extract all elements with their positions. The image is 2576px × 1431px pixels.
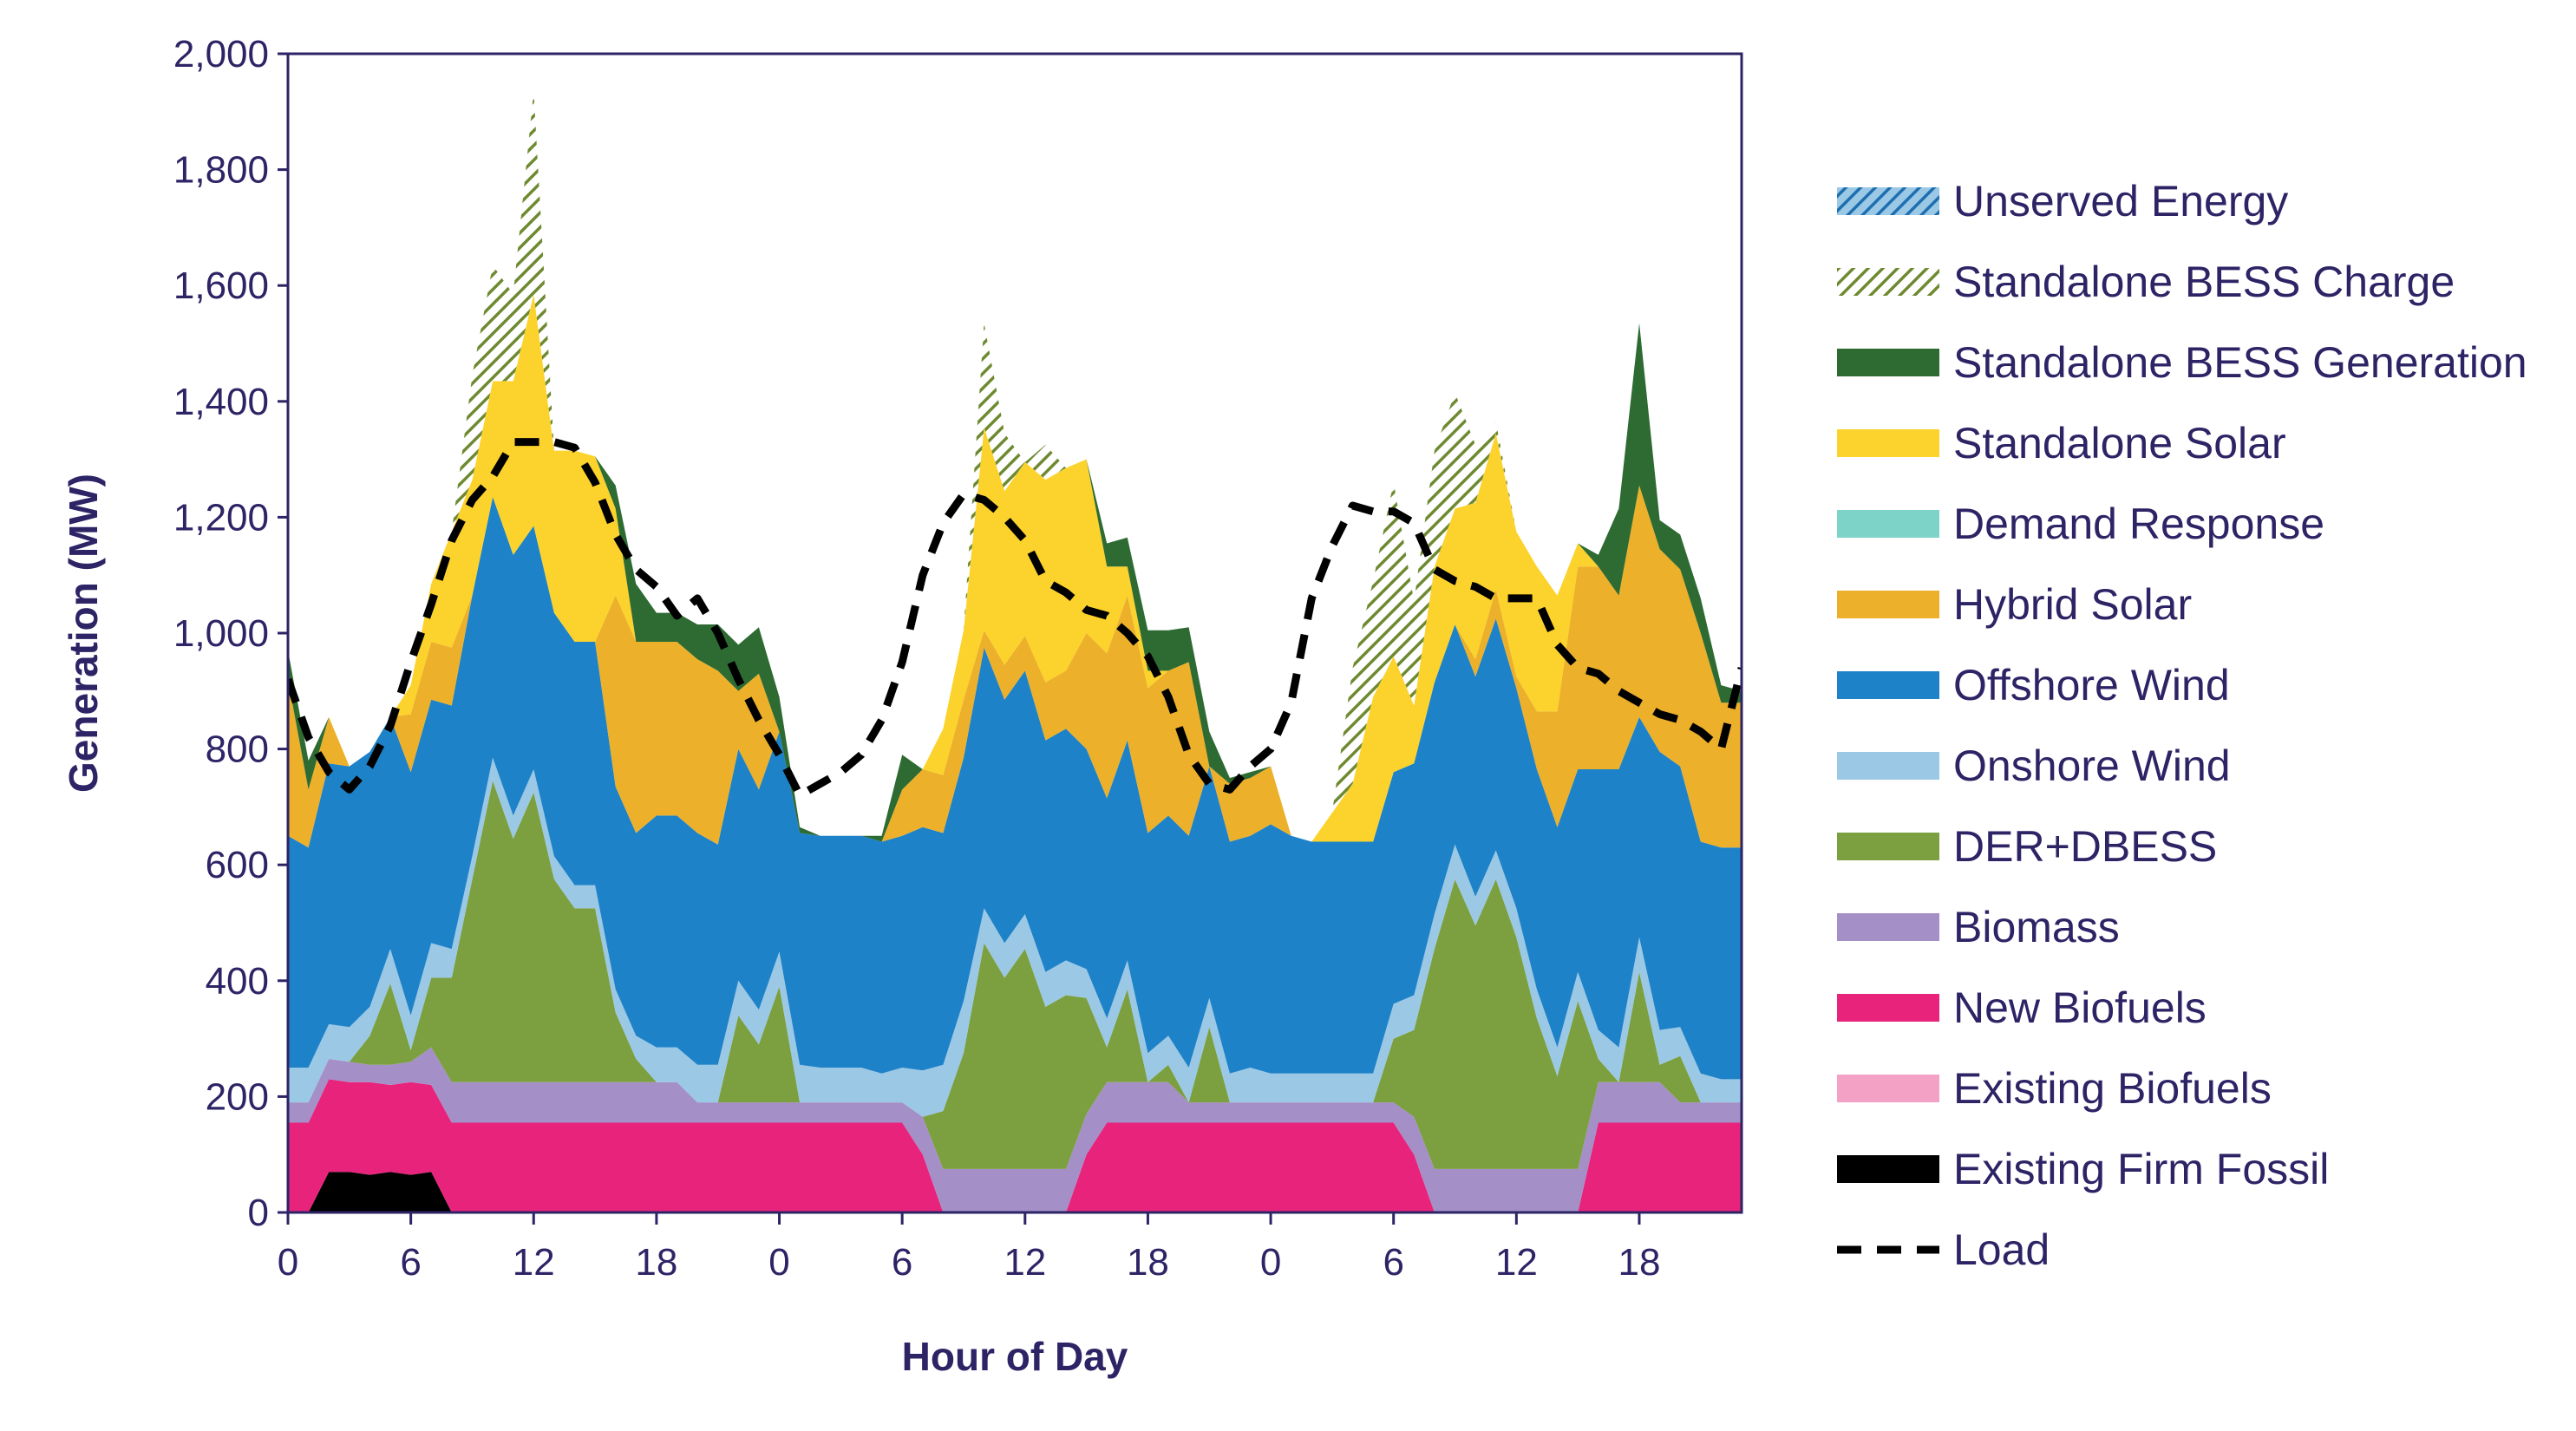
- load-line-group: [288, 438, 1742, 800]
- legend-swatch: [1837, 349, 1939, 376]
- area-der-dbess: [288, 781, 1742, 1169]
- legend-label: Standalone BESS Generation: [1953, 338, 2527, 387]
- legend: Unserved Energy Standalone BESS Charge Sta…: [1837, 177, 2527, 1274]
- legend-label: Existing Biofuels: [1953, 1064, 2272, 1113]
- area-offshore-wind: [288, 497, 1742, 1080]
- legend-label: Offshore Wind: [1953, 661, 2230, 709]
- legend-swatch: [1837, 187, 1939, 215]
- x-tick-label: 6: [400, 1241, 421, 1284]
- legend-item-hybrid-solar: Hybrid Solar: [1837, 580, 2192, 629]
- legend-swatch: [1837, 913, 1939, 941]
- area-standalone-bess-charge: [288, 91, 1742, 842]
- y-tick-label: 800: [206, 729, 269, 771]
- stacked-areas: [288, 91, 1742, 1212]
- area-existing-firm-fossil: [288, 1172, 1742, 1212]
- legend-label: Demand Response: [1953, 500, 2324, 548]
- x-axis: 0 6 12 18 0 6 12 18 0 6 12 18: [278, 1212, 1660, 1284]
- legend-item-load: Load: [1837, 1225, 2050, 1274]
- y-tick-label: 1,400: [173, 381, 269, 423]
- x-tick-label: 18: [635, 1241, 677, 1284]
- legend-item-new-biofuels: New Biofuels: [1837, 983, 2207, 1032]
- legend-item-offshore-wind: Offshore Wind: [1837, 661, 2230, 709]
- legend-label: Onshore Wind: [1953, 742, 2231, 790]
- legend-item-standalone-solar: Standalone Solar: [1837, 419, 2286, 467]
- legend-swatch: [1837, 1075, 1939, 1102]
- y-tick-label: 1,600: [173, 265, 269, 307]
- y-tick-label: 200: [206, 1075, 269, 1118]
- x-tick-label: 0: [1260, 1241, 1281, 1284]
- legend-item-onshore-wind: Onshore Wind: [1837, 742, 2231, 790]
- legend-item-standalone-bess-charge: Standalone BESS Charge: [1837, 258, 2455, 306]
- area-onshore-wind: [288, 757, 1742, 1117]
- legend-swatch: [1837, 671, 1939, 699]
- x-tick-label: 0: [768, 1241, 789, 1284]
- y-tick-label: 2,000: [173, 33, 269, 75]
- legend-swatch: [1837, 833, 1939, 860]
- legend-label: Standalone Solar: [1953, 419, 2286, 467]
- legend-item-standalone-bess-generation: Standalone BESS Generation: [1837, 338, 2527, 387]
- y-axis: 0 200 400 600 800 1,000 1,200 1,400 1,600 1,800 2,…: [173, 33, 288, 1234]
- legend-swatch: [1837, 1155, 1939, 1183]
- y-tick-label: 1,000: [173, 612, 269, 655]
- y-axis-title: Generation (MW): [61, 474, 106, 793]
- legend-item-biomass: Biomass: [1837, 903, 2120, 951]
- legend-label: Existing Firm Fossil: [1953, 1145, 2329, 1193]
- load-line: [288, 438, 1742, 800]
- legend-item-existing-firm-fossil: Existing Firm Fossil: [1837, 1145, 2329, 1193]
- legend-label: Load: [1953, 1225, 2050, 1274]
- x-axis-title: Hour of Day: [902, 1334, 1128, 1379]
- legend-swatch: [1837, 591, 1939, 618]
- x-tick-label: 0: [278, 1241, 298, 1284]
- area-biomass: [288, 1047, 1742, 1212]
- x-tick-label: 6: [892, 1241, 912, 1284]
- legend-item-existing-biofuels: Existing Biofuels: [1837, 1064, 2272, 1113]
- y-tick-label: 600: [206, 844, 269, 886]
- legend-label: Hybrid Solar: [1953, 580, 2192, 629]
- y-tick-label: 0: [248, 1192, 269, 1234]
- legend-label: Biomass: [1953, 903, 2120, 951]
- y-tick-label: 400: [206, 960, 269, 1003]
- legend-label: New Biofuels: [1953, 983, 2207, 1032]
- x-tick-label: 12: [1495, 1241, 1538, 1284]
- y-tick-label: 1,200: [173, 496, 269, 539]
- legend-label: Standalone BESS Charge: [1953, 258, 2455, 306]
- area-new-biofuels: [288, 1079, 1742, 1212]
- area-hybrid-solar: [288, 485, 1742, 848]
- x-tick-label: 18: [1127, 1241, 1169, 1284]
- legend-item-unserved-energy: Unserved Energy: [1837, 177, 2288, 225]
- x-tick-label: 12: [1004, 1241, 1046, 1284]
- legend-swatch: [1837, 510, 1939, 538]
- x-tick-label: 6: [1383, 1241, 1403, 1284]
- legend-label: DER+DBESS: [1953, 822, 2217, 871]
- x-tick-label: 18: [1618, 1241, 1660, 1284]
- legend-swatch: [1837, 994, 1939, 1022]
- legend-label: Unserved Energy: [1953, 177, 2288, 225]
- legend-swatch: [1837, 268, 1939, 296]
- legend-swatch: [1837, 752, 1939, 780]
- area-standalone-solar: [288, 294, 1742, 842]
- legend-item-demand-response: Demand Response: [1837, 500, 2324, 548]
- x-tick-label: 12: [513, 1241, 555, 1284]
- y-tick-label: 1,800: [173, 149, 269, 192]
- legend-swatch: [1837, 429, 1939, 457]
- legend-item-der-dbess: DER+DBESS: [1837, 822, 2217, 871]
